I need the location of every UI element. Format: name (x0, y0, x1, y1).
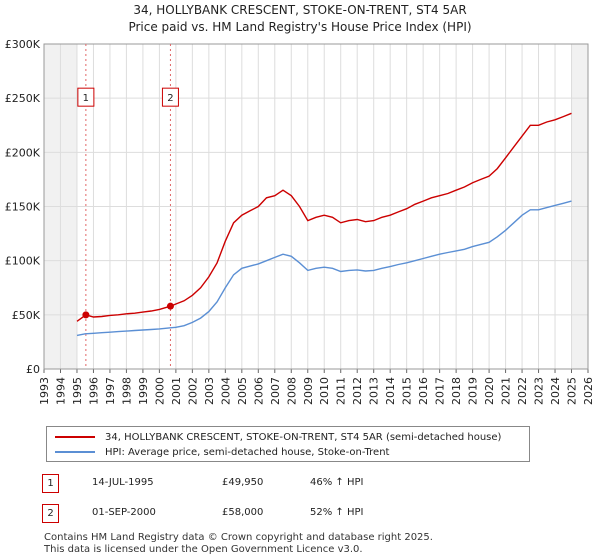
x-tick-label: 1996 (87, 377, 100, 405)
x-tick-label: 2006 (252, 377, 265, 405)
x-tick-label: 2008 (285, 377, 298, 405)
x-tick-label: 2021 (500, 377, 513, 405)
x-tick-label: 2020 (483, 377, 496, 405)
sale-badge-label: 1 (83, 93, 89, 104)
x-tick-label: 2009 (302, 377, 315, 405)
transaction-row: 1 14-JUL-1995 £49,950 46% ↑ HPI (42, 474, 542, 494)
sale-point (166, 302, 174, 310)
x-tick-label: 2001 (170, 377, 183, 405)
x-tick-label: 1997 (104, 377, 117, 405)
transaction-price: £49,950 (222, 477, 264, 488)
y-tick-label: £300K (5, 38, 41, 51)
x-tick-label: 2019 (467, 377, 480, 405)
x-tick-label: 2011 (335, 377, 348, 405)
x-tick-label: 2002 (186, 377, 199, 405)
price-chart: £0 £50K £100K £150K £200K £250K £300K 1993 1994 1… (5, 38, 595, 405)
x-tick-label: 2015 (401, 377, 414, 405)
series-line (76, 112, 572, 322)
x-tick-label: 2010 (318, 377, 331, 405)
series-line (76, 200, 572, 337)
sale-badge-box (77, 87, 95, 107)
y-tick-label: £0 (26, 363, 40, 376)
y-tick-label: £250K (5, 92, 41, 105)
x-tick-label: 1995 (71, 377, 84, 405)
x-tick-label: 2004 (219, 377, 232, 405)
x-tick-label: 1994 (54, 377, 67, 405)
transaction-badge: 2 (42, 504, 59, 523)
y-tick-label: £200K (5, 146, 41, 159)
transaction-date: 01-SEP-2000 (92, 507, 156, 518)
x-tick-label: 2016 (417, 377, 430, 405)
x-tick-label: 2018 (450, 377, 463, 405)
footer-copyright: Contains HM Land Registry data © Crown c… (44, 532, 433, 543)
x-tick-label: 2003 (203, 377, 216, 405)
y-tick-label: £100K (5, 255, 41, 268)
x-tick-label: 2014 (384, 377, 397, 405)
x-tick-label: 1998 (120, 377, 133, 405)
legend-swatch-property (55, 436, 95, 438)
transaction-row: 2 01-SEP-2000 £58,000 52% ↑ HPI (42, 504, 542, 524)
y-tick-label: £50K (12, 309, 41, 322)
x-tick-label: 2012 (351, 377, 364, 405)
legend-label-hpi: HPI: Average price, semi-detached house,… (105, 446, 390, 458)
x-tick-label: 2022 (516, 377, 529, 405)
x-tick-label: 1993 (38, 377, 51, 405)
x-tick-label: 2013 (368, 377, 381, 405)
x-tick-label: 2024 (549, 377, 562, 405)
transaction-price: £58,000 (222, 507, 264, 518)
legend-item-hpi: HPI: Average price, semi-detached house,… (55, 445, 389, 459)
legend-swatch-hpi (55, 451, 95, 453)
sale-badge-label: 2 (167, 93, 173, 104)
sale-badge-box (161, 87, 179, 107)
x-tick-label: 2026 (582, 377, 595, 405)
transaction-badge: 1 (42, 474, 59, 493)
legend: 34, HOLLYBANK CRESCENT, STOKE-ON-TRENT, … (46, 426, 530, 462)
legend-item-property: 34, HOLLYBANK CRESCENT, STOKE-ON-TRENT, … (55, 430, 501, 444)
plot-frame (43, 43, 589, 370)
footer-licence: This data is licensed under the Open Gov… (44, 544, 363, 555)
x-tick-label: 2023 (533, 377, 546, 405)
x-tick-label: 2017 (434, 377, 447, 405)
transaction-hpi: 46% ↑ HPI (310, 477, 364, 488)
sale-point (82, 311, 90, 319)
transaction-date: 14-JUL-1995 (92, 477, 154, 488)
x-tick-label: 2005 (236, 377, 249, 405)
x-tick-label: 2000 (153, 377, 166, 405)
x-tick-label: 2025 (566, 377, 579, 405)
legend-label-property: 34, HOLLYBANK CRESCENT, STOKE-ON-TRENT, … (105, 431, 502, 443)
x-tick-label: 2007 (269, 377, 282, 405)
x-tick-label: 1999 (137, 377, 150, 405)
transaction-hpi: 52% ↑ HPI (310, 507, 364, 518)
chart-title-line1: 34, HOLLYBANK CRESCENT, STOKE-ON-TRENT, … (133, 3, 467, 17)
y-tick-label: £150K (5, 201, 41, 214)
chart-title-line2: Price paid vs. HM Land Registry's House … (128, 20, 472, 34)
